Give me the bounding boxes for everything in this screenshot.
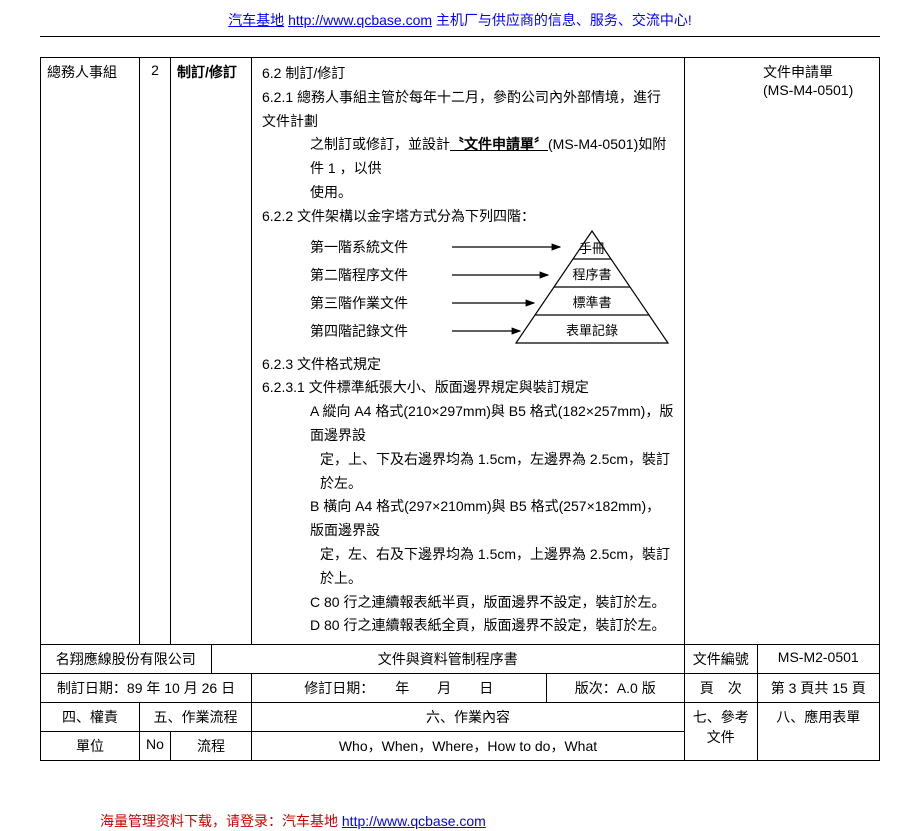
cell-page-val: 第 3 頁共 15 頁: [757, 674, 880, 703]
pyramid-diagram: 第一階系統文件 第二階程序文件 第三階作業文件 第四階記錄文件: [262, 233, 674, 353]
cell-step-name: 制訂/修訂: [171, 58, 252, 645]
hdr-4b: 單位: [41, 732, 140, 761]
p-6-2-1-c: 使用。: [262, 181, 674, 205]
sec-6-2: 6.2 制訂/修訂: [262, 62, 674, 86]
pyramid-svg: 手冊 程序書 標準書 表單記錄: [452, 225, 712, 355]
pyr-t2: 程序書: [572, 267, 611, 282]
cell-version: 版次：A.0 版: [546, 674, 685, 703]
p-b2: 定，左、右及下邊界均為 1.5cm，上邊界為 2.5cm，裝訂於上。: [262, 543, 674, 591]
p-6-2-1-a: 6.2.1 總務人事組主管於每年十二月，參酌公司內外部情境，進行文件計劃: [262, 86, 674, 134]
pyr-t1: 手冊: [579, 241, 605, 256]
p-a1: A 縱向 A4 格式(210×297mm)與 B5 格式(182×257mm)，…: [262, 400, 674, 448]
hdr-7: 七、參考文件: [685, 703, 758, 761]
header-url-link[interactable]: http://www.qcbase.com: [288, 12, 432, 28]
p-c: C 80 行之連續報表紙半頁，版面邊界不設定，裝訂於左。: [262, 591, 674, 615]
hdr-5b-flow: 流程: [171, 732, 252, 761]
cell-content: 6.2 制訂/修訂 6.2.1 總務人事組主管於每年十二月，參酌公司內外部情境，…: [252, 58, 685, 645]
hdr-5a: 五、作業流程: [140, 703, 252, 732]
cell-docno-label: 文件編號: [685, 645, 758, 674]
p-6-2-1-b: 之制訂或修訂，並設計〝文件申請單〞(MS-M4-0501)如附件 1 ，以供: [262, 133, 674, 181]
doc-request-underline: 〝文件申請單〞: [450, 136, 548, 152]
level-4: 第四階記錄文件: [310, 317, 408, 345]
header-brand-link[interactable]: 汽车基地: [228, 12, 284, 28]
pyr-t3: 標準書: [572, 295, 611, 310]
p-d: D 80 行之連續報表紙全頁，版面邊界不設定，裝訂於左。: [262, 614, 674, 638]
level-1: 第一階系統文件: [310, 233, 408, 261]
pyr-t4: 表單記錄: [566, 323, 618, 338]
p-b1: B 橫向 A4 格式(297×210mm)與 B5 格式(257×182mm)，…: [262, 495, 674, 543]
cell-create-date: 制訂日期：89 年 10 月 26 日: [41, 674, 252, 703]
cell-page-label: 頁 次: [685, 674, 758, 703]
hdr-6b: Who，When，Where，How to do，What: [252, 732, 685, 761]
p-a2: 定，上、下及右邊界均為 1.5cm，左邊界為 2.5cm，裝訂於左。: [262, 448, 674, 496]
cell-docno: MS-M2-0501: [757, 645, 880, 674]
level-2: 第二階程序文件: [310, 261, 408, 289]
footer-url-link[interactable]: http://www.qcbase.com: [342, 813, 486, 829]
hdr-4a: 四、權責: [41, 703, 140, 732]
level-3: 第三階作業文件: [310, 289, 408, 317]
page-header: 汽车基地 http://www.qcbase.com 主机厂与供应商的信息、服务…: [40, 0, 880, 37]
hdr-8: 八、應用表單: [757, 703, 880, 761]
cell-step-no: 2: [140, 58, 171, 645]
cell-company: 名翔應線股份有限公司: [41, 645, 212, 674]
p-6-2-3: 6.2.3 文件格式規定: [262, 353, 674, 377]
cell-doc-title: 文件與資料管制程序書: [211, 645, 685, 674]
cell-ref: 文件申請單 (MS-M4-0501): [757, 58, 880, 645]
document-table: 總務人事組 2 制訂/修訂 6.2 制訂/修訂 6.2.1 總務人事組主管於每年…: [40, 57, 880, 761]
cell-revise-date: 修訂日期： 年 月 日: [252, 674, 547, 703]
header-tagline: 主机厂与供应商的信息、服务、交流中心!: [436, 12, 692, 28]
hdr-6a: 六、作業內容: [252, 703, 685, 732]
footer-text2: 汽车基地: [282, 813, 338, 829]
pyramid-levels: 第一階系統文件 第二階程序文件 第三階作業文件 第四階記錄文件: [310, 233, 408, 345]
hdr-5b-no: No: [140, 732, 171, 761]
main-content: 總務人事組 2 制訂/修訂 6.2 制訂/修訂 6.2.1 總務人事組主管於每年…: [40, 57, 880, 761]
ref-code: (MS-M4-0501): [763, 82, 873, 98]
footer-text1: 海量管理资料下载，请登录：: [100, 813, 282, 829]
p-6-2-1-b1: 之制訂或修訂，並設計: [310, 136, 450, 152]
p-6-2-3-1: 6.2.3.1 文件標準紙張大小、版面邊界規定與裝訂規定: [262, 376, 674, 400]
cell-dept: 總務人事組: [41, 58, 140, 645]
ref-title: 文件申請單: [763, 62, 873, 82]
page-footer: 海量管理资料下载，请登录：汽车基地 http://www.qcbase.com: [100, 811, 920, 831]
